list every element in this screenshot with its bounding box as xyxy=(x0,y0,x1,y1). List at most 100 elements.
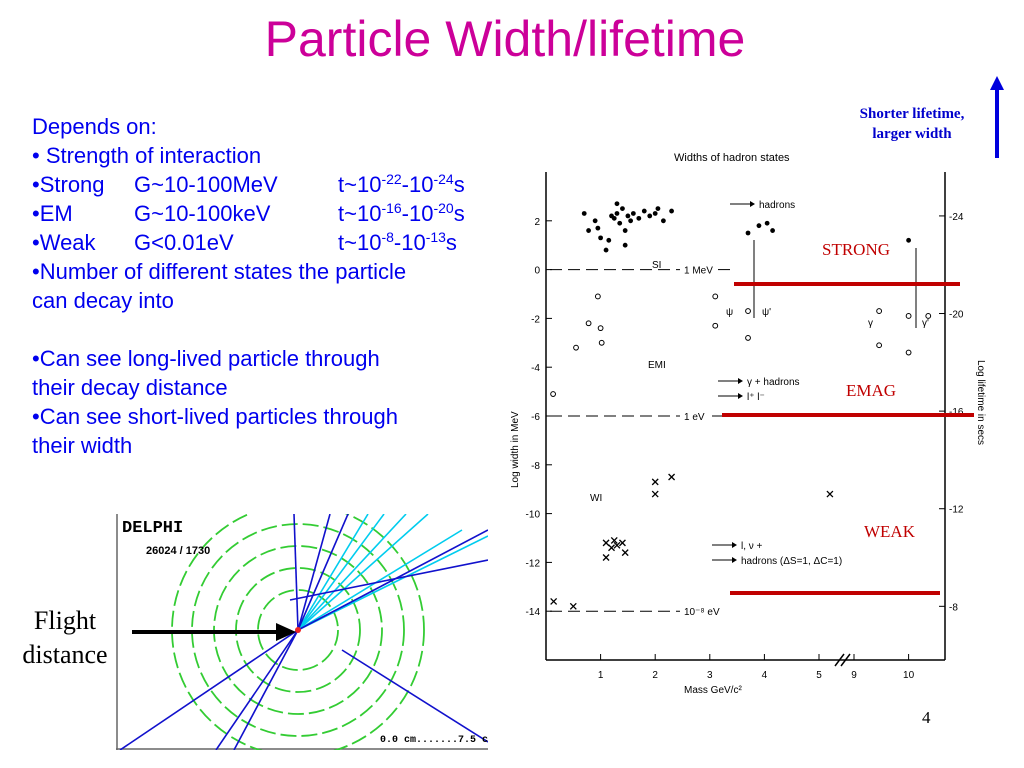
cross-stroke xyxy=(651,490,659,498)
cross-stroke xyxy=(550,597,558,605)
axis-break-mark xyxy=(834,653,845,667)
y-tick-label: -12 xyxy=(526,558,541,569)
data-point-strong xyxy=(603,247,609,253)
y-tick-label: -6 xyxy=(531,412,540,423)
data-point-em xyxy=(876,308,883,314)
x-tick-label: 4 xyxy=(762,670,768,681)
data-point-strong xyxy=(660,218,666,224)
y2-tick-label: -16 xyxy=(949,407,964,418)
weak-lifetime: t~10-8-10-13s xyxy=(338,229,457,255)
y2-tick-label: -24 xyxy=(949,212,964,223)
em-name: •EM xyxy=(32,201,73,226)
particle-label-psi-prime: ψ' xyxy=(762,307,771,318)
cross-stroke xyxy=(602,539,610,547)
reference-line-label: 1 eV xyxy=(684,412,705,423)
shorter-line-2: larger width xyxy=(872,126,952,142)
data-point-em xyxy=(585,320,592,327)
cross-stroke xyxy=(618,539,626,547)
y2-tick-label: -8 xyxy=(949,602,958,613)
x-tick-label: 1 xyxy=(598,670,604,681)
data-point-weak xyxy=(602,539,610,547)
delphi-event-number: 26024 / 1730 xyxy=(146,545,210,557)
emag-bar xyxy=(722,413,974,417)
strong-row: •Strong G~10-100MeV t~10-22-10-24s xyxy=(32,170,465,199)
data-point-strong xyxy=(586,228,591,233)
bullet-long-1: •Can see long-lived particle through xyxy=(32,346,380,371)
cross-stroke xyxy=(668,473,676,481)
data-point-weak xyxy=(651,490,659,498)
up-arrow-icon xyxy=(990,76,1004,158)
data-point-strong xyxy=(652,211,658,216)
strong-bar xyxy=(734,282,960,286)
reference-line-label: 1 MeV xyxy=(684,266,713,277)
reference-line-label: 10⁻⁸ eV xyxy=(684,607,720,618)
x-tick-label: 10 xyxy=(903,670,915,681)
data-point-strong xyxy=(614,201,620,207)
flight-line-1: Flight xyxy=(33,606,97,635)
strong-lifetime: t~10-22-10-24s xyxy=(338,171,465,197)
data-point-em xyxy=(876,342,883,349)
data-point-strong xyxy=(636,215,642,221)
data-point-weak xyxy=(569,602,577,610)
data-point-strong xyxy=(756,223,762,229)
bullet-states-1: •Number of different states the particle xyxy=(32,259,407,284)
data-point-strong xyxy=(906,237,911,243)
y-tick-label: -2 xyxy=(531,314,540,325)
y2-axis-label: Log lifetime in secs xyxy=(975,360,986,445)
delphi-name: DELPHI xyxy=(122,519,183,538)
data-point-weak xyxy=(621,549,629,557)
data-point-strong xyxy=(598,235,603,241)
depends-on-line: Depends on: xyxy=(32,114,157,139)
region-label-wi: WI xyxy=(590,493,602,504)
vertex-dot xyxy=(295,627,301,633)
em-row: •EM G~10-100keV t~10-16-10-20s xyxy=(32,199,465,228)
legend-l-nu: l, ν + xyxy=(712,541,763,552)
shorter-lifetime-note: Shorter lifetime, larger width xyxy=(828,104,996,144)
region-label-emi: EMI xyxy=(648,360,666,371)
page-number: 4 xyxy=(922,708,931,727)
data-point-strong xyxy=(595,225,601,231)
x-tick-label: 5 xyxy=(816,670,822,681)
data-point-strong xyxy=(617,220,623,226)
data-point-strong xyxy=(630,211,636,216)
text-block: Depends on: • Strength of interaction •S… xyxy=(32,112,465,460)
bullet-short-1: •Can see short-lived particles through xyxy=(32,404,398,429)
slide-title: Particle Width/lifetime xyxy=(264,11,746,67)
y-tick-label: 0 xyxy=(534,266,540,277)
legend-weak-hadrons: hadrons (ΔS=1, ΔC=1) xyxy=(712,556,842,567)
data-point-weak xyxy=(618,539,626,547)
data-point-strong xyxy=(669,208,674,214)
x-tick-label: 3 xyxy=(707,670,713,681)
cross-stroke xyxy=(651,478,659,486)
data-point-em xyxy=(550,391,556,397)
y-tick-label: 2 xyxy=(534,217,540,228)
data-point-em xyxy=(925,313,932,319)
data-point-em xyxy=(712,322,719,329)
data-point-strong xyxy=(581,211,587,216)
x-tick-label: 9 xyxy=(851,670,857,681)
bullet-long-2: their decay distance xyxy=(32,375,228,400)
data-point-strong xyxy=(647,213,653,219)
cyan-tracks xyxy=(297,514,488,631)
axis-break-mark-2 xyxy=(840,653,851,667)
data-point-em xyxy=(573,344,579,351)
data-point-strong xyxy=(641,208,647,214)
cross-stroke xyxy=(826,490,834,498)
region-label-si: SI xyxy=(652,260,661,271)
bullet-strength: • Strength of interaction xyxy=(32,143,262,168)
data-point-em xyxy=(905,349,912,356)
bullet-states-2: can decay into xyxy=(32,288,174,313)
y-tick-label: -14 xyxy=(526,607,541,618)
data-point-strong xyxy=(606,237,612,243)
weak-name: •Weak xyxy=(32,230,96,255)
cross-stroke xyxy=(569,602,577,610)
data-point-strong xyxy=(764,220,770,226)
cross-stroke xyxy=(608,544,615,552)
strong-width: G~10-100MeV xyxy=(134,172,278,197)
y-axis-label: Log width in MeV xyxy=(510,411,521,488)
data-point-weak xyxy=(668,473,676,481)
y2-tick-label: -20 xyxy=(949,310,964,321)
emag-label: EMAG xyxy=(846,381,897,400)
y-tick-label: -8 xyxy=(531,461,540,472)
y-tick-label: -10 xyxy=(526,510,541,521)
